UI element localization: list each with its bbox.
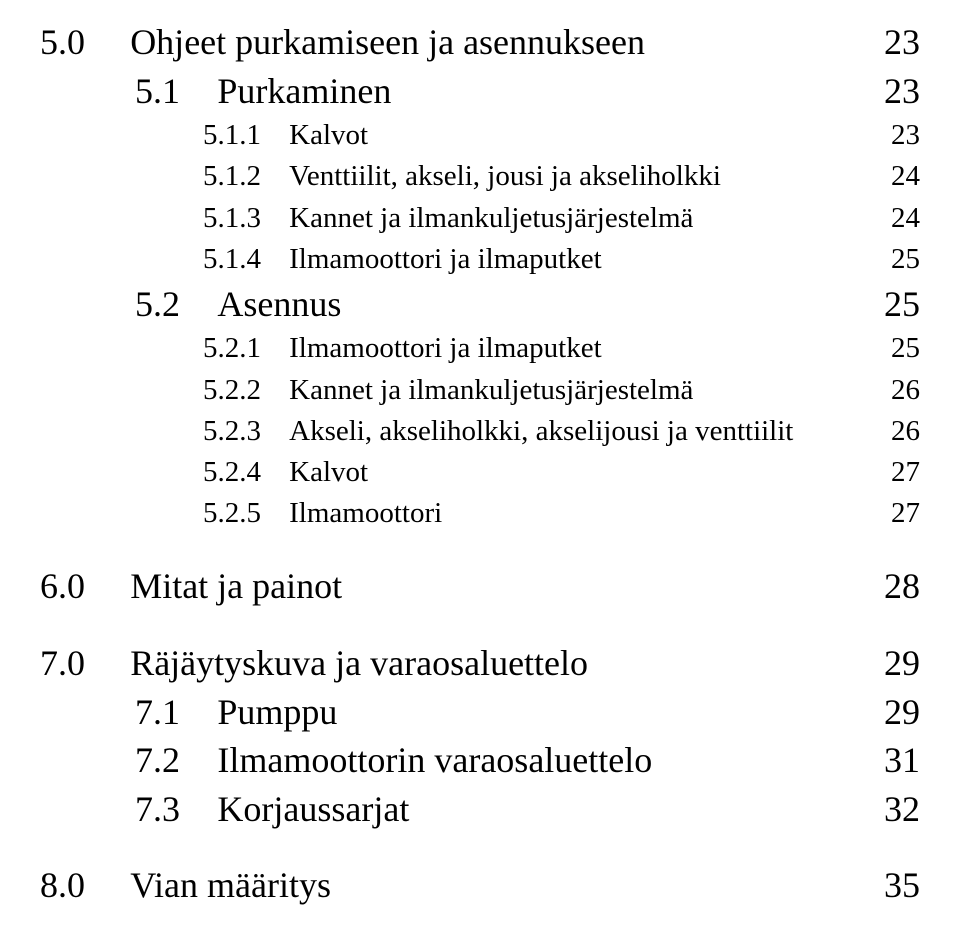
toc-title: Kannet ja ilmankuljetusjärjestelmä	[279, 198, 693, 239]
toc-entry: 5.1.1 Kalvot 23	[40, 115, 920, 156]
toc-number: 5.2.2	[203, 370, 279, 411]
toc-entry: 5.2.5 Ilmamoottori 27	[40, 493, 920, 534]
toc-title: Ilmamoottori	[279, 493, 442, 534]
toc-title: Kannet ja ilmankuljetusjärjestelmä	[279, 370, 693, 411]
toc-title: Korjaussarjat	[203, 785, 409, 834]
toc-number: 5.1.2	[203, 156, 279, 197]
toc-title: Asennus	[203, 280, 341, 329]
toc-pagenum: 35	[884, 861, 920, 910]
toc-number: 7.2	[135, 736, 203, 785]
toc-pagenum: 29	[884, 639, 920, 688]
toc-pagenum: 26	[891, 411, 920, 452]
toc-number: 5.0	[40, 18, 114, 67]
toc-entry: 6.0 Mitat ja painot 28	[40, 562, 920, 611]
toc-number: 5.2	[135, 280, 203, 329]
toc-pagenum: 27	[891, 493, 920, 534]
toc-title: Räjäytyskuva ja varaosaluettelo	[114, 639, 588, 688]
toc-pagenum: 24	[891, 198, 920, 239]
toc-number: 5.2.1	[203, 328, 279, 369]
toc-title: Pumppu	[203, 688, 337, 737]
toc-title: Kalvot	[279, 452, 368, 493]
toc-pagenum: 24	[891, 156, 920, 197]
toc-entry: 8.0 Vian määritys 35	[40, 861, 920, 910]
toc-title: Ilmamoottori ja ilmaputket	[279, 328, 602, 369]
toc-pagenum: 23	[884, 67, 920, 116]
toc-entry: 5.2.2 Kannet ja ilmankuljetusjärjestelmä…	[40, 370, 920, 411]
toc-entry: 5.2 Asennus 25	[40, 280, 920, 329]
toc-pagenum: 27	[891, 452, 920, 493]
toc-pagenum: 25	[891, 239, 920, 280]
toc-number: 5.2.4	[203, 452, 279, 493]
toc-entry: 5.0 Ohjeet purkamiseen ja asennukseen 23	[40, 18, 920, 67]
toc-number: 7.3	[135, 785, 203, 834]
toc-number: 8.0	[40, 861, 114, 910]
toc-title: Kalvot	[279, 115, 368, 156]
toc-title: Venttiilit, akseli, jousi ja akseliholkk…	[279, 156, 721, 197]
toc-entry: 5.2.1 Ilmamoottori ja ilmaputket 25	[40, 328, 920, 369]
toc-pagenum: 26	[891, 370, 920, 411]
toc-number: 5.2.5	[203, 493, 279, 534]
toc-pagenum: 31	[884, 736, 920, 785]
toc-pagenum: 23	[891, 115, 920, 156]
toc-pagenum: 29	[884, 688, 920, 737]
toc-entry: 7.1 Pumppu 29	[40, 688, 920, 737]
toc-title: Ilmamoottori ja ilmaputket	[279, 239, 602, 280]
toc-number: 5.2.3	[203, 411, 279, 452]
toc-pagenum: 32	[884, 785, 920, 834]
toc-entry: 7.0 Räjäytyskuva ja varaosaluettelo 29	[40, 639, 920, 688]
toc-page: 5.0 Ohjeet purkamiseen ja asennukseen 23…	[0, 0, 960, 940]
toc-title: Ilmamoottorin varaosaluettelo	[203, 736, 652, 785]
toc-pagenum: 25	[891, 328, 920, 369]
toc-entry: 5.1.3 Kannet ja ilmankuljetusjärjestelmä…	[40, 198, 920, 239]
toc-number: 6.0	[40, 562, 114, 611]
toc-entry: 5.1.4 Ilmamoottori ja ilmaputket 25	[40, 239, 920, 280]
toc-number: 7.0	[40, 639, 114, 688]
toc-title: Ohjeet purkamiseen ja asennukseen	[114, 18, 645, 67]
toc-title: Vian määritys	[114, 861, 331, 910]
toc-number: 5.1.4	[203, 239, 279, 280]
toc-title: Purkaminen	[203, 67, 391, 116]
toc-pagenum: 23	[884, 18, 920, 67]
toc-title: Mitat ja painot	[114, 562, 342, 611]
toc-number: 5.1.3	[203, 198, 279, 239]
toc-entry: 5.1 Purkaminen 23	[40, 67, 920, 116]
toc-number: 7.1	[135, 688, 203, 737]
toc-entry: 5.2.4 Kalvot 27	[40, 452, 920, 493]
toc-pagenum: 28	[884, 562, 920, 611]
toc-entry: 7.3 Korjaussarjat 32	[40, 785, 920, 834]
toc-entry: 7.2 Ilmamoottorin varaosaluettelo 31	[40, 736, 920, 785]
toc-number: 5.1	[135, 67, 203, 116]
toc-entry: 5.1.2 Venttiilit, akseli, jousi ja aksel…	[40, 156, 920, 197]
toc-pagenum: 25	[884, 280, 920, 329]
toc-entry: 5.2.3 Akseli, akseliholkki, akselijousi …	[40, 411, 920, 452]
toc-title: Akseli, akseliholkki, akselijousi ja ven…	[279, 411, 793, 452]
toc-number: 5.1.1	[203, 115, 279, 156]
